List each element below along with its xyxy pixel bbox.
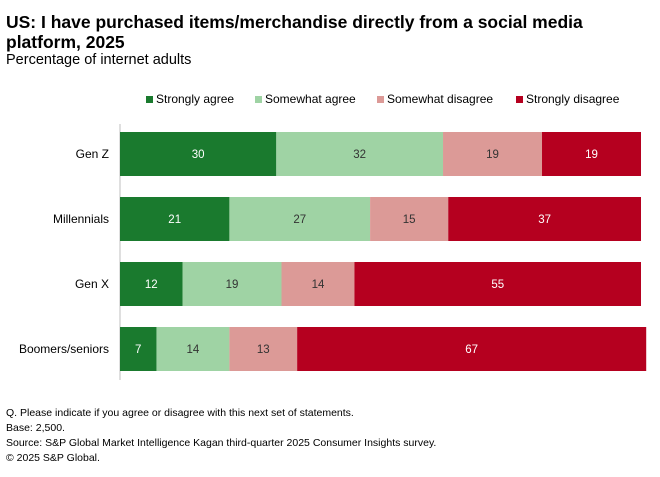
chart-subtitle: Percentage of internet adults [6, 52, 192, 68]
bar-gen-x-somewhat-agree [182, 262, 282, 306]
bar-gen-z-strongly-agree [120, 132, 277, 176]
bar-gen-z-strongly-disagree [542, 132, 641, 176]
category-label-gen-z: Gen Z [76, 147, 109, 161]
legend-label-somewhat-agree: Somewhat agree [265, 92, 356, 106]
data-label-millennials-somewhat-disagree: 15 [403, 214, 416, 226]
bar-gen-z-somewhat-disagree [443, 132, 543, 176]
category-label-millennials: Millennials [53, 212, 109, 226]
bar-millennials-strongly-agree [120, 197, 230, 241]
footnotes: Q. Please indicate if you agree or disag… [6, 406, 436, 466]
legend-item-somewhat-agree: Somewhat agree [255, 92, 356, 106]
bar-boomers-seniors-strongly-disagree [297, 327, 647, 371]
data-label-gen-x-strongly-agree: 12 [145, 279, 158, 291]
data-label-gen-z-somewhat-disagree: 19 [486, 149, 499, 161]
bar-millennials-strongly-disagree [448, 197, 641, 241]
footnote-copyright: © 2025 S&P Global. [6, 452, 100, 464]
data-label-boomers-seniors-strongly-disagree: 67 [465, 344, 478, 356]
data-label-millennials-strongly-agree: 21 [168, 214, 181, 226]
bar-gen-z-somewhat-agree [276, 132, 444, 176]
data-label-millennials-somewhat-agree: 27 [293, 214, 306, 226]
legend-swatch-strongly-disagree [516, 96, 523, 103]
data-label-gen-z-strongly-disagree: 19 [585, 149, 598, 161]
legend-item-somewhat-disagree: Somewhat disagree [377, 92, 493, 106]
bar-boomers-seniors-strongly-agree [120, 327, 157, 371]
footnote-base: Base: 2,500. [6, 422, 65, 434]
data-label-millennials-strongly-disagree: 37 [538, 214, 551, 226]
footnote-question: Q. Please indicate if you agree or disag… [6, 407, 354, 419]
data-label-gen-x-somewhat-agree: 19 [226, 279, 239, 291]
legend-label-strongly-agree: Strongly agree [156, 92, 234, 106]
legend-item-strongly-agree: Strongly agree [146, 92, 234, 106]
legend-label-strongly-disagree: Strongly disagree [526, 92, 620, 106]
data-label-boomers-seniors-somewhat-agree: 14 [187, 344, 200, 356]
legend-swatch-somewhat-disagree [377, 96, 384, 103]
legend-label-somewhat-disagree: Somewhat disagree [387, 92, 493, 106]
bar-gen-x-strongly-disagree [354, 262, 641, 306]
bar-millennials-somewhat-disagree [370, 197, 449, 241]
data-label-gen-z-strongly-agree: 30 [192, 149, 205, 161]
stacked-bar-chart: Strongly agree Somewhat agree Somewhat dis… [19, 92, 647, 380]
bar-gen-x-somewhat-disagree [281, 262, 355, 306]
data-label-gen-x-strongly-disagree: 55 [491, 279, 504, 291]
data-label-boomers-seniors-somewhat-disagree: 13 [257, 344, 270, 356]
footnote-source: Source: S&P Global Market Intelligence K… [6, 437, 437, 449]
bar-gen-x-strongly-agree [120, 262, 183, 306]
bar-boomers-seniors-somewhat-disagree [229, 327, 298, 371]
data-label-gen-x-somewhat-disagree: 14 [312, 279, 325, 291]
data-label-gen-z-somewhat-agree: 32 [353, 149, 366, 161]
category-label-gen-x: Gen X [75, 277, 109, 291]
category-label-boomers-seniors: Boomers/seniors [19, 342, 109, 356]
bar-boomers-seniors-somewhat-agree [156, 327, 230, 371]
data-label-boomers-seniors-strongly-agree: 7 [135, 344, 141, 356]
legend-swatch-strongly-agree [146, 96, 153, 103]
bar-millennials-somewhat-agree [229, 197, 371, 241]
chart-title: US: I have purchased items/merchandise d… [6, 12, 583, 52]
legend-item-strongly-disagree: Strongly disagree [516, 92, 620, 106]
legend-swatch-somewhat-agree [255, 96, 262, 103]
